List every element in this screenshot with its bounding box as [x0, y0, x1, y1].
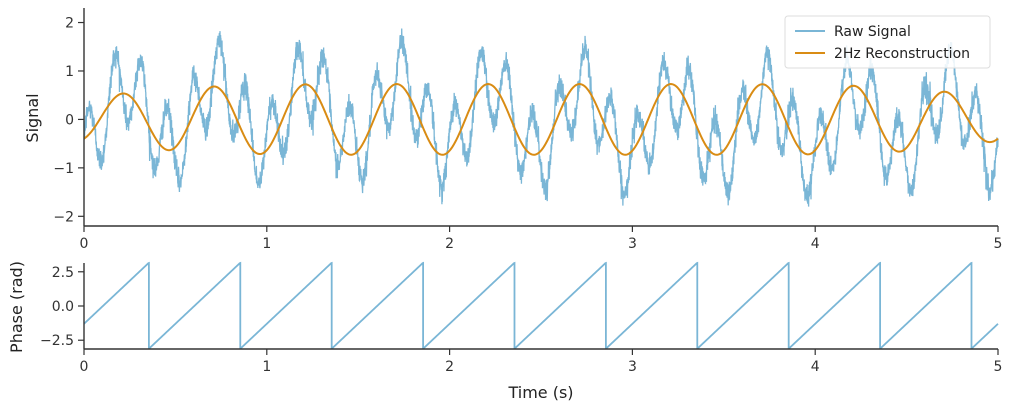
signal-x-tick-label: 2	[445, 236, 454, 252]
signal-panel: 0 1 2 3 4 5 2 1 0 −1 −2 Signal Raw Signal 2Hz Rec…	[23, 8, 1002, 252]
signal-y-tick-label: 0	[65, 112, 74, 128]
signal-x-tick-label: 5	[994, 236, 1003, 252]
phase-x-tick-label: 4	[811, 359, 820, 375]
signal-x-tick-label: 3	[628, 236, 637, 252]
signal-y-tick-label: 1	[65, 64, 74, 80]
signal-y-tick-label: −1	[53, 161, 74, 177]
phase-y-tick-label: −2.5	[40, 333, 74, 349]
reconstruction-line	[83, 83, 999, 156]
time-x-axis-title: Time (s)	[507, 383, 573, 402]
phase-y-axis-title: Phase (rad)	[7, 261, 26, 353]
signal-x-tick-label: 1	[262, 236, 271, 252]
legend: Raw Signal 2Hz Reconstruction	[784, 15, 991, 69]
phase-x-tick-label: 2	[445, 359, 454, 375]
phase-y-tick-label: 0.0	[52, 299, 74, 315]
phase-line	[83, 261, 999, 350]
phase-panel: 0 1 2 3 4 5 2.5 0.0 −2.5 Phase (rad) Time (s)	[7, 261, 1002, 402]
legend-reconstruction-label: 2Hz Reconstruction	[834, 46, 970, 62]
signal-x-tick-label: 4	[811, 236, 820, 252]
phase-y-tick-label: 2.5	[52, 265, 74, 281]
signal-y-tick-label: 2	[65, 16, 74, 32]
phase-x-tick-label: 0	[80, 359, 89, 375]
signal-x-tick-label: 0	[80, 236, 89, 252]
phase-x-tick-label: 5	[994, 359, 1003, 375]
legend-raw-signal-label: Raw Signal	[834, 24, 911, 40]
signal-y-tick-label: −2	[53, 209, 74, 225]
phase-x-tick-label: 3	[628, 359, 637, 375]
signal-y-axis-title: Signal	[23, 93, 42, 142]
phase-x-tick-label: 1	[262, 359, 271, 375]
